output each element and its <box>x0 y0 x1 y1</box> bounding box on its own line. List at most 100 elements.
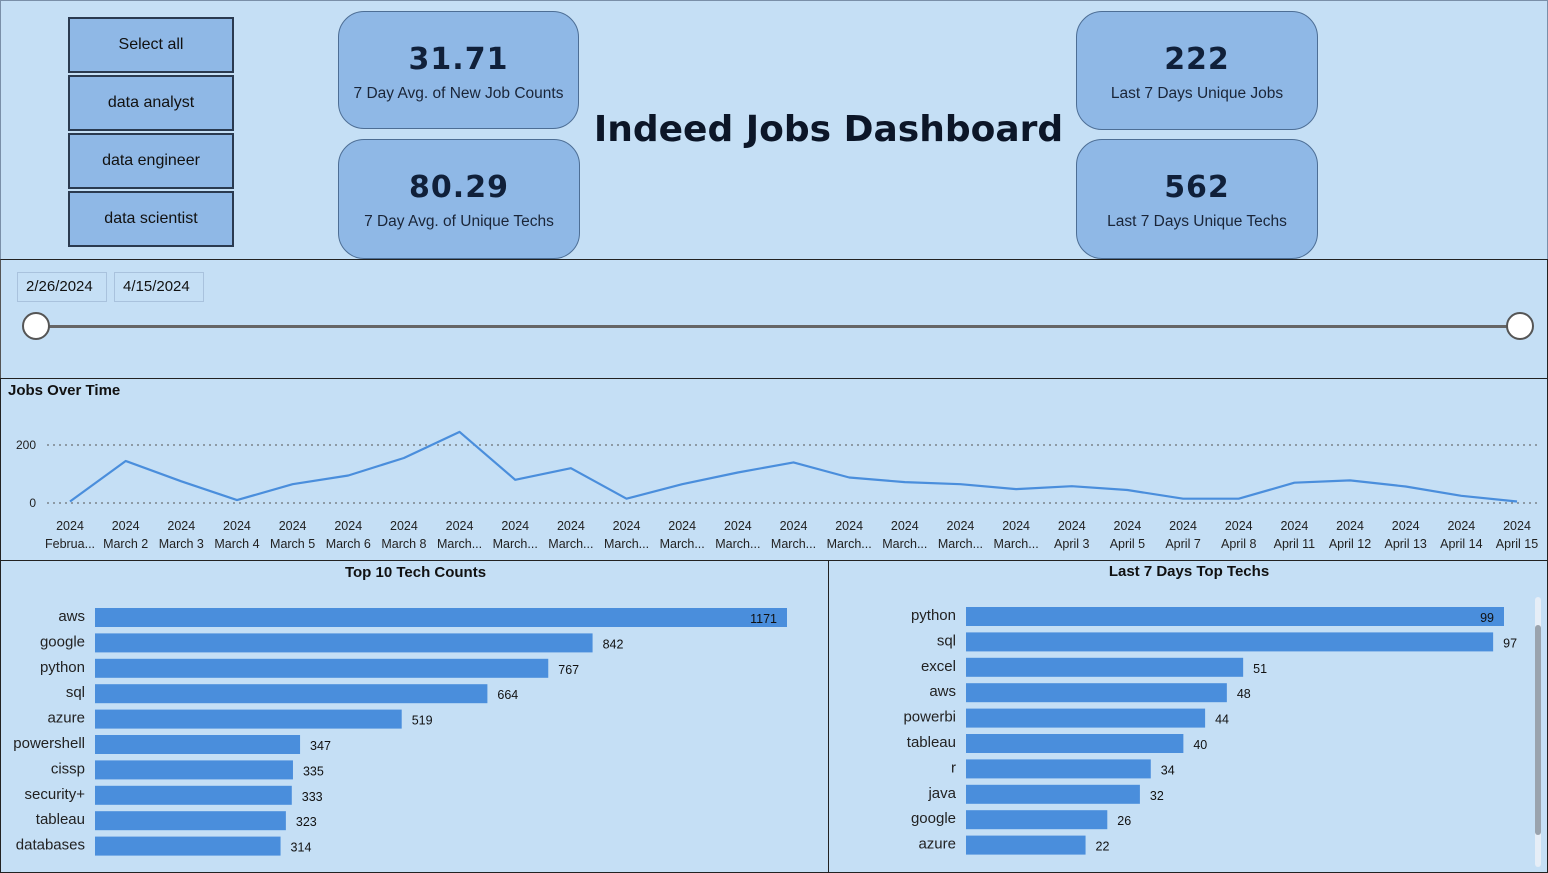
category-label: tableau <box>36 811 85 828</box>
x-tick-year-label: 2024 <box>1336 519 1364 533</box>
data-label: 99 <box>1480 611 1494 625</box>
x-tick-label: April 13 <box>1384 537 1426 551</box>
x-tick-year-label: 2024 <box>1280 519 1308 533</box>
x-tick-year-label: 2024 <box>1503 519 1531 533</box>
data-label: 51 <box>1253 662 1267 676</box>
x-tick-label: April 14 <box>1440 537 1482 551</box>
bar <box>966 759 1151 779</box>
last-7-days-techs-chart: Last 7 Days Top Techs python 99 sql 97 excel… <box>828 560 1548 873</box>
x-tick-label: April 5 <box>1110 537 1145 551</box>
bar <box>95 735 301 754</box>
x-tick-label: March... <box>882 537 927 551</box>
category-label: powershell <box>13 735 85 752</box>
category-label: java <box>927 785 956 802</box>
bar <box>95 760 293 780</box>
kpi-label: 7 Day Avg. of Unique Techs <box>364 213 554 230</box>
data-label: 32 <box>1150 789 1164 803</box>
x-tick-label: March 6 <box>326 537 371 551</box>
chart-title: Top 10 Tech Counts <box>344 564 487 581</box>
y-tick-label: 200 <box>16 438 36 452</box>
kpi-value: 80.29 <box>409 170 509 205</box>
data-label: 48 <box>1237 687 1251 701</box>
category-label: r <box>951 759 956 776</box>
x-tick-year-label: 2024 <box>1058 519 1086 533</box>
bar <box>95 633 593 653</box>
filter-data-analyst-button[interactable]: data analyst <box>68 75 234 131</box>
bar <box>966 657 1244 677</box>
x-tick-label: March... <box>660 537 705 551</box>
kpi-value: 222 <box>1164 42 1230 77</box>
x-tick-label: April 3 <box>1054 537 1089 551</box>
bar <box>966 607 1504 626</box>
kpi-card-avg-unique-techs: 80.29 7 Day Avg. of Unique Techs <box>338 139 580 259</box>
category-label: azure <box>918 836 956 853</box>
category-label: aws <box>58 608 85 625</box>
jobs-over-time-chart: Jobs Over Time 0 200 2024 Februa... 2024 Marc… <box>0 378 1548 561</box>
bar <box>966 835 1086 855</box>
x-tick-year-label: 2024 <box>613 519 641 533</box>
x-tick-year-label: 2024 <box>501 519 529 533</box>
top-tech-counts-chart: Top 10 Tech Counts aws 1171 google 842 pytho… <box>0 560 829 873</box>
end-slider-handle[interactable] <box>1506 312 1534 340</box>
x-tick-year-label: 2024 <box>557 519 585 533</box>
x-tick-label: April 7 <box>1165 537 1200 551</box>
start-slider-handle[interactable] <box>22 312 50 340</box>
data-label: 664 <box>497 688 518 702</box>
x-tick-year-label: 2024 <box>112 519 140 533</box>
x-tick-label: March... <box>437 537 482 551</box>
filter-data-scientist-button[interactable]: data scientist <box>68 191 234 247</box>
dashboard-title: Indeed Jobs Dashboard <box>593 109 1064 150</box>
x-tick-label: March... <box>771 537 816 551</box>
x-tick-label: March 3 <box>159 537 204 551</box>
y-tick-label: 0 <box>29 496 36 510</box>
x-tick-label: March 2 <box>103 537 148 551</box>
x-tick-label: March... <box>493 537 538 551</box>
end-date-input[interactable]: 4/15/2024 <box>114 272 204 302</box>
x-tick-label: March... <box>548 537 593 551</box>
bar <box>95 684 488 704</box>
bar <box>95 658 549 678</box>
bar <box>966 810 1108 830</box>
data-label: 335 <box>303 764 324 778</box>
data-label: 842 <box>603 637 624 651</box>
x-tick-year-label: 2024 <box>223 519 251 533</box>
category-label: google <box>40 633 85 650</box>
series-line-jobs <box>69 430 1518 503</box>
bar-chart-svg: python 99 sql 97 excel 51 aws 48 powerbi 44 tablea… <box>903 607 1517 855</box>
bar <box>95 608 787 627</box>
scrollbar[interactable] <box>1535 597 1541 867</box>
x-tick-label: Februa... <box>45 537 95 551</box>
filter-data-engineer-button[interactable]: data engineer <box>68 133 234 189</box>
data-label: 34 <box>1161 763 1175 777</box>
x-tick-year-label: 2024 <box>167 519 195 533</box>
x-tick-label: March 5 <box>270 537 315 551</box>
data-label: 347 <box>310 739 331 753</box>
x-tick-label: April 15 <box>1496 537 1538 551</box>
filter-select-all-button[interactable]: Select all <box>68 17 234 73</box>
x-tick-year-label: 2024 <box>891 519 919 533</box>
category-label: databases <box>16 837 85 854</box>
bar <box>966 734 1184 753</box>
x-tick-year-label: 2024 <box>56 519 84 533</box>
category-label: sql <box>66 684 85 701</box>
date-slider-track[interactable] <box>36 325 1521 328</box>
category-label: python <box>911 607 956 624</box>
start-date-input[interactable]: 2/26/2024 <box>17 272 107 302</box>
bar <box>966 708 1206 728</box>
x-tick-year-label: 2024 <box>1002 519 1030 533</box>
x-tick-year-label: 2024 <box>1225 519 1253 533</box>
scrollbar-thumb[interactable] <box>1535 625 1541 835</box>
category-label: aws <box>929 683 956 700</box>
x-tick-year-label: 2024 <box>780 519 808 533</box>
kpi-card-avg-new-jobs: 31.71 7 Day Avg. of New Job Counts <box>338 11 579 129</box>
bar <box>966 784 1140 804</box>
data-label: 1171 <box>750 612 777 626</box>
data-label: 40 <box>1193 738 1207 752</box>
data-label: 97 <box>1503 636 1517 650</box>
bar <box>966 683 1227 703</box>
data-label: 323 <box>296 815 317 829</box>
data-label: 26 <box>1117 814 1131 828</box>
x-tick-label: March... <box>604 537 649 551</box>
x-tick-label: March... <box>938 537 983 551</box>
x-tick-year-label: 2024 <box>1392 519 1420 533</box>
